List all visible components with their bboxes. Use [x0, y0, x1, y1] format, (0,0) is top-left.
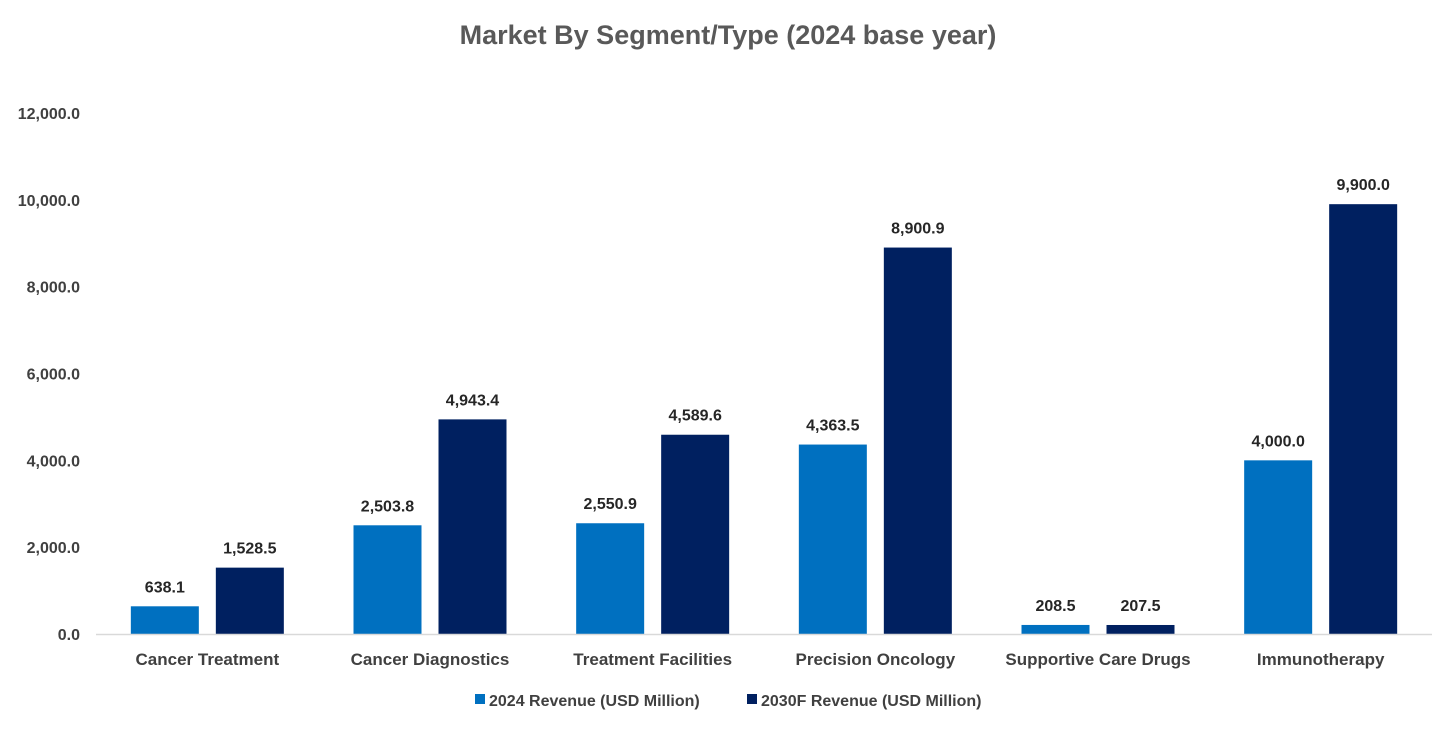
x-category-label: Immunotherapy — [1257, 650, 1385, 669]
bar-series-1-0[interactable] — [130, 606, 199, 634]
data-label: 1,528.5 — [223, 541, 276, 558]
x-category-label: Treatment Facilities — [573, 650, 732, 669]
legend-label[interactable]: 2024 Revenue (USD Million) — [489, 693, 700, 710]
y-axis-ticks: 0.0 2,000.0 4,000.0 6,000.0 8,000.0 10,000.0 1… — [18, 106, 80, 644]
y-tick-label: 4,000.0 — [27, 453, 80, 470]
data-label: 4,363.5 — [806, 418, 859, 435]
value-labels-group: 638.1 1,528.5 2,503.8 4,943.4 2,550.9 4,589.6… — [145, 177, 1390, 615]
data-label: 2,550.9 — [583, 496, 636, 513]
legend-swatch — [747, 694, 757, 704]
x-category-label: Supportive Care Drugs — [1005, 650, 1190, 669]
y-tick-label: 10,000.0 — [18, 193, 80, 210]
data-label: 4,943.4 — [446, 392, 499, 409]
y-tick-label: 8,000.0 — [27, 280, 80, 297]
y-tick-label: 2,000.0 — [27, 540, 80, 557]
data-label: 8,900.9 — [891, 221, 944, 238]
bar-series-2-0[interactable] — [215, 567, 284, 634]
legend[interactable]: 2024 Revenue (USD Million) 2030F Revenue … — [475, 693, 982, 710]
bars-group — [130, 204, 1398, 635]
legend-label[interactable]: 2030F Revenue (USD Million) — [761, 693, 982, 710]
x-category-label: Precision Oncology — [796, 650, 956, 669]
category-labels: Cancer Treatment Cancer Diagnostics Treatm… — [136, 650, 1385, 669]
y-tick-label: 12,000.0 — [18, 106, 80, 123]
bar-series-2-5[interactable] — [1329, 204, 1398, 635]
y-tick-label: 6,000.0 — [27, 367, 80, 384]
data-label: 9,900.0 — [1336, 177, 1389, 194]
data-label: 4,000.0 — [1251, 433, 1304, 450]
y-tick-label: 0.0 — [58, 627, 80, 644]
bar-series-1-2[interactable] — [576, 523, 645, 634]
bar-series-1-4[interactable] — [1021, 624, 1090, 634]
x-category-label: Cancer Treatment — [136, 650, 280, 669]
chart-title: Market By Segment/Type (2024 base year) — [460, 20, 997, 50]
bar-series-1-5[interactable] — [1244, 460, 1313, 634]
bar-series-2-2[interactable] — [661, 434, 730, 634]
data-label: 208.5 — [1035, 598, 1075, 615]
bar-series-2-1[interactable] — [438, 419, 507, 634]
data-label: 2,503.8 — [361, 498, 414, 515]
data-label: 638.1 — [145, 579, 185, 596]
data-label: 4,589.6 — [668, 408, 721, 425]
bar-series-1-1[interactable] — [353, 525, 422, 634]
legend-swatch — [475, 694, 485, 704]
bar-series-2-4[interactable] — [1106, 624, 1175, 634]
bar-series-1-3[interactable] — [798, 444, 867, 634]
bar-series-2-3[interactable] — [883, 247, 952, 634]
data-label: 207.5 — [1120, 598, 1160, 615]
x-category-label: Cancer Diagnostics — [351, 650, 510, 669]
